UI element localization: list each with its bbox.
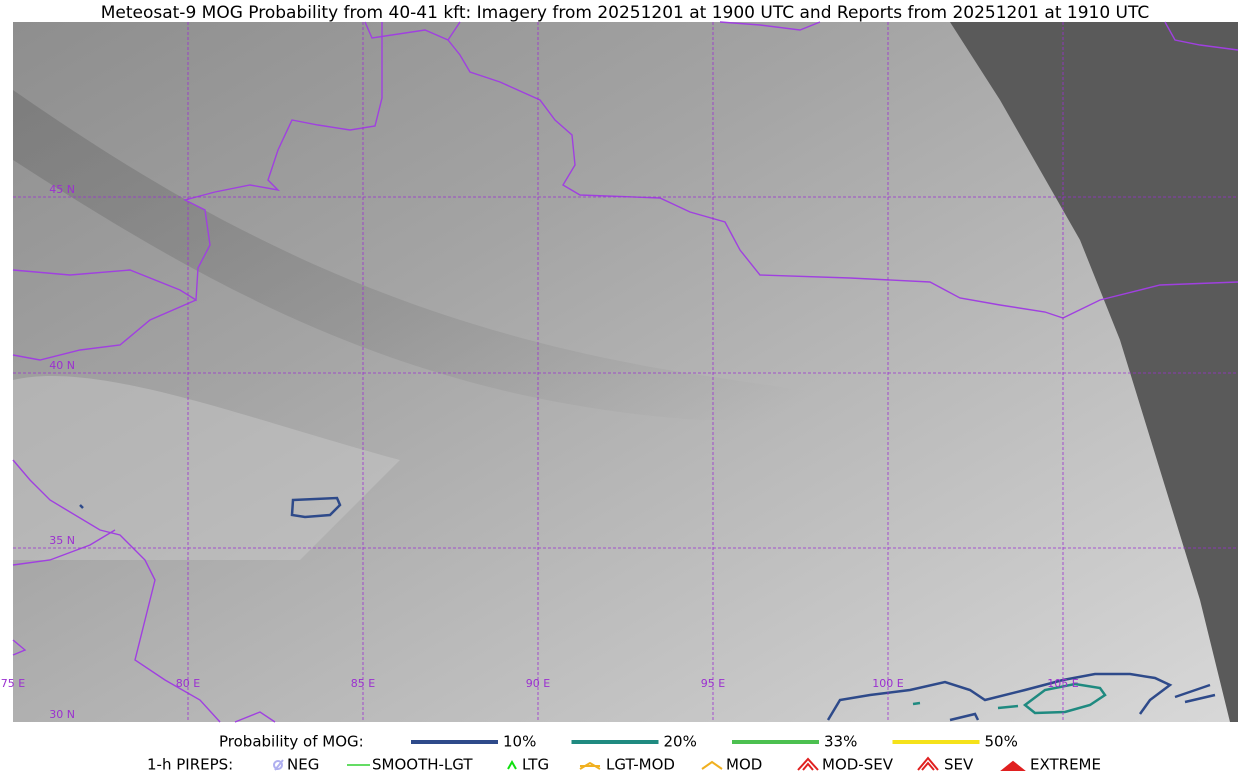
lat-label: 45 N: [49, 183, 75, 196]
pirep-type-label: NEG: [287, 756, 319, 774]
dark-band: [13, 90, 1000, 420]
mog-level-label: 20%: [664, 733, 697, 751]
mog-level-label: 33%: [824, 733, 857, 751]
lon-label: 80 E: [176, 677, 200, 690]
pirep-symbol: [579, 761, 601, 770]
bright-cloud: [13, 376, 400, 560]
pirep-symbol: [701, 760, 723, 770]
map: 45 N 40 N 35 N 30 N 75 E 80 E 85 E 90 E 95 E 100 …: [1, 21, 1239, 723]
lon-label: 95 E: [701, 677, 725, 690]
graticule: 45 N 40 N 35 N 30 N 75 E 80 E 85 E 90 E 95 E 100 …: [1, 22, 1238, 722]
title: Meteosat-9 MOG Probability from 40-41 kf…: [101, 3, 1150, 23]
legend: Probability of MOG: 10% 20% 33% 50% 1-h PIREP…: [147, 733, 1101, 774]
pirep-type-label: SEV: [944, 756, 974, 774]
pirep-type-label: LGT-MOD: [606, 756, 675, 774]
pirep-symbol: [1000, 760, 1026, 771]
lon-label: 90 E: [526, 677, 550, 690]
mog-level-label: 10%: [503, 733, 536, 751]
pirep-symbol: [507, 759, 517, 770]
pirep-type-label: MOD: [726, 756, 762, 774]
lon-label: 105 E: [1047, 677, 1078, 690]
lat-label: 40 N: [49, 359, 75, 372]
pirep-type-label: MOD-SEV: [822, 756, 894, 774]
borders: [12, 21, 1239, 723]
pirep-symbol: [917, 756, 939, 771]
pirep-symbol: [797, 757, 819, 771]
mog-contours: [79, 496, 1216, 722]
lat-label: 35 N: [49, 534, 75, 547]
lat-label: 30 N: [49, 708, 75, 721]
pirep-symbol: [273, 759, 284, 771]
lon-label: 100 E: [872, 677, 903, 690]
lon-label: 85 E: [351, 677, 375, 690]
lon-label: 75 E: [1, 677, 25, 690]
pirep-type-label: SMOOTH-LGT: [372, 756, 473, 774]
pirep-label: 1-h PIREPS:: [147, 756, 233, 774]
pirep-type-label: LTG: [522, 756, 549, 774]
pirep-type-label: EXTREME: [1030, 756, 1101, 774]
mog-label: Probability of MOG:: [219, 733, 364, 751]
mog-level-label: 50%: [985, 733, 1018, 751]
